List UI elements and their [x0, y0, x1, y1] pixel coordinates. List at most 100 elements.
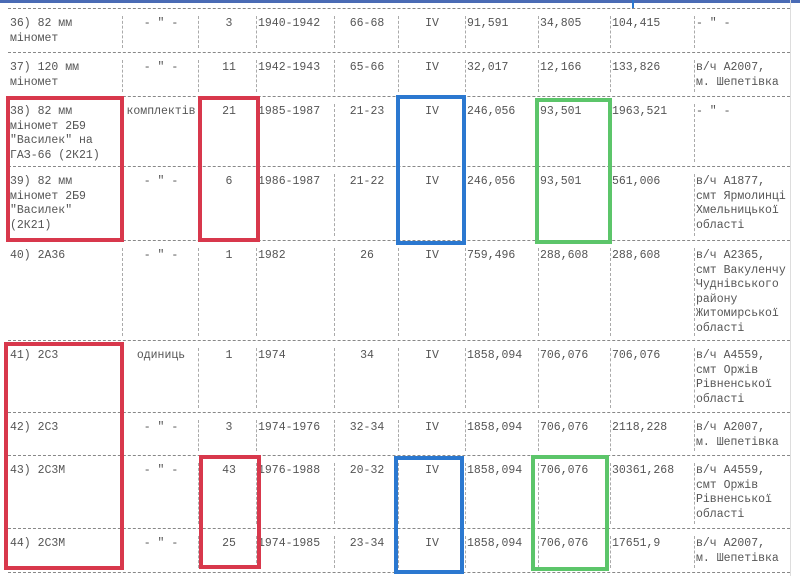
- cell-qty: 6: [225, 175, 233, 188]
- cell-unit: - " -: [143, 537, 179, 550]
- highlight-red-qty-38-39: [198, 96, 260, 242]
- column-divider: [334, 60, 335, 92]
- cell-c3: 2118,228: [612, 421, 668, 434]
- column-divider: [122, 16, 123, 48]
- column-divider: [334, 420, 335, 451]
- cell-cat: IV: [425, 464, 439, 477]
- cell-loc: в/ч А4559, смт Оржів Рівненської області: [696, 349, 772, 406]
- cell-c2: 706,076: [540, 464, 589, 477]
- cell-c2: 706,076: [540, 537, 589, 550]
- cell-c1: 91,591: [467, 17, 509, 30]
- cell-age: 26: [360, 249, 374, 262]
- cell-loc: - " -: [696, 17, 731, 30]
- cell-name: 40) 2А36: [10, 249, 66, 262]
- cell-years: 1940-1942: [258, 17, 321, 30]
- cell-name: 38) 82 мм міномет 2Б9 "Василек" на ГАЗ-6…: [10, 105, 100, 162]
- cell-age: 34: [360, 349, 374, 362]
- cell-age: 20-32: [349, 464, 385, 477]
- column-divider: [465, 348, 466, 408]
- column-divider: [398, 536, 399, 568]
- cell-c2: 706,076: [540, 421, 589, 434]
- cell-unit: - " -: [143, 175, 179, 188]
- cell-years: 1974-1976: [258, 421, 321, 434]
- cell-c1: 1858,094: [467, 464, 523, 477]
- column-divider: [610, 420, 611, 451]
- cell-loc: в/ч А2007, м. Шепетівка: [696, 537, 779, 565]
- column-divider: [694, 420, 695, 451]
- column-divider: [694, 104, 695, 162]
- row-divider: [8, 528, 790, 529]
- column-divider: [398, 463, 399, 524]
- column-divider: [256, 536, 257, 568]
- cell-c2: 706,076: [540, 349, 589, 362]
- cell-cat: IV: [425, 61, 439, 74]
- top-bar: [0, 0, 800, 3]
- cell-age: 32-34: [349, 421, 385, 434]
- row-divider: [8, 412, 790, 413]
- cell-unit: - " -: [143, 61, 179, 74]
- column-divider: [198, 463, 199, 524]
- row-divider: [8, 455, 790, 456]
- highlight-blue-cat-43-44: [394, 456, 464, 574]
- column-divider: [694, 348, 695, 408]
- cell-c3: 133,826: [612, 61, 661, 74]
- column-divider: [538, 16, 539, 48]
- page-edge: [790, 0, 791, 576]
- column-divider: [694, 60, 695, 92]
- cell-c2: 93,501: [540, 105, 582, 118]
- column-divider: [694, 174, 695, 236]
- cell-loc: в/ч А2007, м. Шепетівка: [696, 61, 779, 89]
- column-divider: [198, 348, 199, 408]
- column-divider: [334, 536, 335, 568]
- cell-c2: 12,166: [540, 61, 582, 74]
- cell-c3: 706,076: [612, 349, 661, 362]
- cell-c3: 17651,9: [612, 537, 661, 550]
- highlight-green-price-43-44: [531, 455, 609, 571]
- cell-age: 21-23: [349, 105, 385, 118]
- highlight-green-price-38-39: [535, 98, 612, 244]
- cell-qty: 11: [222, 61, 236, 74]
- cell-qty: 43: [222, 464, 236, 477]
- cell-c3: 1963,521: [612, 105, 668, 118]
- column-divider: [256, 420, 257, 451]
- cell-years: 1974-1985: [258, 537, 321, 550]
- cell-c1: 1858,094: [467, 421, 523, 434]
- cell-years: 1985-1987: [258, 105, 321, 118]
- cell-name: 43) 2С3М: [10, 464, 66, 477]
- column-divider: [694, 248, 695, 336]
- column-divider: [610, 463, 611, 524]
- cell-cat: IV: [425, 421, 439, 434]
- column-divider: [694, 463, 695, 524]
- cell-qty: 3: [225, 17, 233, 30]
- column-divider: [334, 16, 335, 48]
- cell-c3: 561,006: [612, 175, 661, 188]
- cell-name: 36) 82 мм міномет: [10, 17, 73, 45]
- cell-qty: 1: [225, 349, 233, 362]
- column-divider: [198, 60, 199, 92]
- cell-name: 44) 2С3М: [10, 537, 66, 550]
- cell-unit: - " -: [143, 421, 179, 434]
- cell-qty: 1: [225, 249, 233, 262]
- cell-unit: - " -: [143, 249, 179, 262]
- column-divider: [198, 248, 199, 336]
- cell-c2: 93,501: [540, 175, 582, 188]
- cell-loc: в/ч А2365, смт Вакуленчу Чуднівського ра…: [696, 249, 786, 335]
- column-divider: [256, 248, 257, 336]
- column-divider: [256, 60, 257, 92]
- cell-loc: в/ч А1877, смт Ярмолинці Хмельницької об…: [696, 175, 786, 232]
- column-divider: [694, 16, 695, 48]
- cell-unit: одиниць: [136, 349, 186, 362]
- cell-years: 1942-1943: [258, 61, 321, 74]
- column-divider: [122, 60, 123, 92]
- column-divider: [538, 60, 539, 92]
- column-divider: [398, 16, 399, 48]
- cell-loc: - " -: [696, 105, 731, 118]
- cell-age: 66-68: [349, 17, 385, 30]
- column-divider: [334, 348, 335, 408]
- column-divider: [465, 248, 466, 336]
- cell-unit: - " -: [143, 17, 179, 30]
- row-divider: [8, 52, 790, 53]
- cursor-marker: [632, 0, 634, 9]
- column-divider: [610, 348, 611, 408]
- column-divider: [538, 420, 539, 451]
